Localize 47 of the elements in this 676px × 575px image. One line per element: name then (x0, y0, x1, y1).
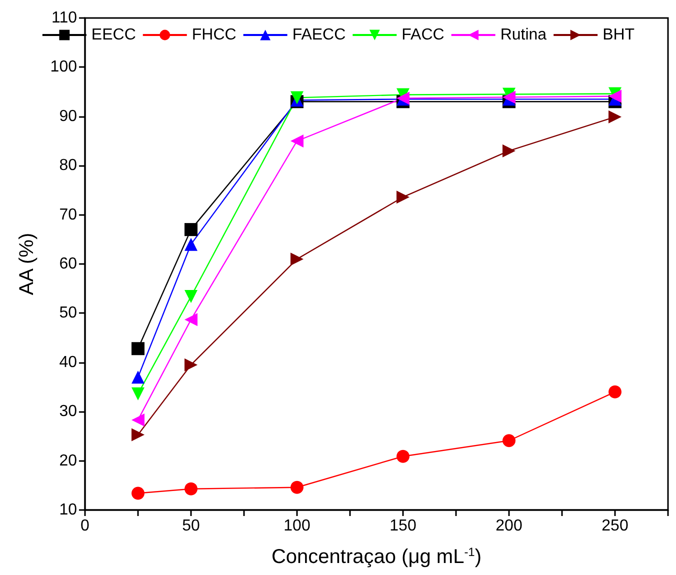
legend-label: FHCC (192, 26, 236, 44)
point (396, 450, 410, 463)
x-tick-label: 50 (182, 518, 200, 534)
point (184, 290, 198, 303)
point (502, 144, 516, 158)
point (290, 91, 304, 104)
point (608, 110, 622, 124)
y-axis-title: AA (%) (16, 232, 38, 296)
point (290, 134, 304, 148)
point (132, 370, 144, 384)
y-tick-label: 70 (59, 206, 78, 224)
y-tick-label: 110 (51, 10, 78, 26)
y-tick-label: 20 (59, 452, 78, 470)
legend-label: Rutina (500, 26, 547, 44)
y-tick-label: 100 (50, 58, 78, 76)
y-tick-label: 60 (59, 256, 78, 272)
legend-label: FAECC (292, 26, 346, 44)
x-tick-label: 250 (602, 518, 628, 534)
point (132, 387, 144, 400)
y-tick-label: 10 (59, 502, 78, 518)
point (608, 385, 622, 398)
y-tick-label: 80 (59, 157, 78, 174)
point (290, 252, 304, 266)
x-tick-label: 0 (80, 518, 90, 534)
y-tick-label: 50 (59, 304, 78, 322)
y-tick-label: 40 (59, 354, 78, 371)
point (290, 480, 304, 494)
point (132, 342, 144, 356)
point (132, 486, 144, 500)
point (396, 190, 410, 204)
point (184, 223, 198, 236)
point (132, 428, 144, 442)
x-tick-label: 100 (284, 518, 310, 534)
point (184, 238, 198, 251)
legend-label: BHT (602, 26, 635, 44)
x-tick-label: 150 (390, 518, 416, 534)
point (184, 482, 198, 496)
point (608, 90, 622, 103)
x-tick-label: 200 (496, 518, 522, 534)
y-tick-label: 90 (59, 108, 78, 125)
point (502, 434, 516, 448)
legend-label: EECC (91, 26, 136, 44)
y-tick-label: 30 (59, 403, 78, 420)
legend-label: FACC (402, 26, 444, 44)
point (132, 413, 144, 426)
point (184, 313, 198, 326)
point (184, 358, 198, 372)
